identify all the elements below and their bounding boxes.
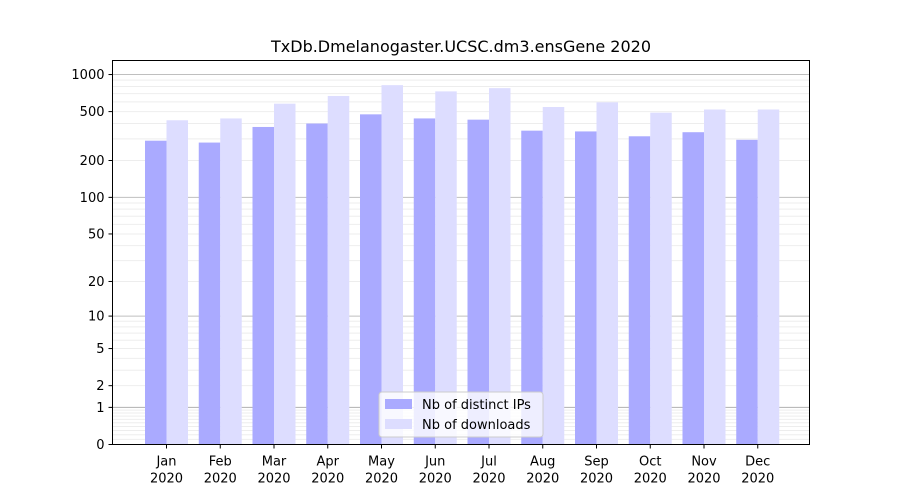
legend-swatch bbox=[385, 419, 412, 429]
bars bbox=[145, 85, 780, 445]
x-tick-label-year: 2020 bbox=[257, 472, 290, 487]
y-tick-label: 5 bbox=[96, 342, 104, 357]
y-axis: 0 1 2 5 10 20 50 100 200 500 1000 bbox=[71, 68, 113, 453]
x-tick-label-month: Jul bbox=[480, 455, 497, 470]
bar-distinct-ips-jan bbox=[145, 140, 167, 445]
bar-distinct-ips-apr bbox=[306, 123, 328, 445]
bar-downloads-jan bbox=[166, 120, 188, 445]
bar-downloads-sep bbox=[596, 102, 618, 445]
y-tick-label: 200 bbox=[80, 154, 105, 169]
bar-distinct-ips-feb bbox=[198, 142, 221, 445]
bar-downloads-apr bbox=[327, 95, 350, 445]
bar-downloads-dec bbox=[757, 109, 780, 445]
legend-swatch bbox=[385, 399, 412, 409]
legend-label: Nb of distinct IPs bbox=[422, 398, 531, 413]
x-tick-label-month: Jan bbox=[155, 455, 176, 470]
x-tick-label-year: 2020 bbox=[526, 472, 559, 487]
x-tick-label-year: 2020 bbox=[580, 472, 613, 487]
bar-distinct-ips-may bbox=[360, 114, 382, 445]
x-tick-label-year: 2020 bbox=[741, 472, 774, 487]
x-tick-label-year: 2020 bbox=[634, 472, 667, 487]
y-tick-label: 1000 bbox=[71, 68, 104, 83]
x-tick-label-month: Mar bbox=[262, 455, 287, 470]
x-tick-label-month: Sep bbox=[584, 455, 609, 470]
x-tick-label-month: Nov bbox=[691, 455, 717, 470]
x-tick-label-year: 2020 bbox=[472, 472, 505, 487]
bar-downloads-nov bbox=[704, 109, 726, 445]
bar-downloads-mar bbox=[274, 103, 296, 445]
bar-downloads-may bbox=[381, 85, 403, 445]
y-tick-label: 500 bbox=[80, 105, 105, 120]
x-tick-label-month: Aug bbox=[530, 455, 555, 470]
x-tick-label-year: 2020 bbox=[311, 472, 344, 487]
y-tick-label: 1 bbox=[96, 401, 104, 416]
legend: Nb of distinct IPs Nb of downloads bbox=[378, 391, 544, 438]
bar-distinct-ips-dec bbox=[736, 139, 758, 445]
y-tick-label: 10 bbox=[88, 310, 105, 325]
x-tick-label-year: 2020 bbox=[204, 472, 237, 487]
y-tick-label: 50 bbox=[88, 227, 105, 242]
x-tick-label-month: Jun bbox=[424, 455, 445, 470]
x-tick-label-year: 2020 bbox=[419, 472, 452, 487]
bar-distinct-ips-sep bbox=[575, 131, 597, 445]
x-tick-label-month: Feb bbox=[209, 455, 232, 470]
bar-downloads-feb bbox=[220, 118, 242, 445]
y-tick-label: 0 bbox=[96, 438, 104, 453]
x-tick-label-month: Dec bbox=[745, 455, 770, 470]
y-tick-label: 2 bbox=[96, 379, 104, 394]
bar-downloads-jun bbox=[435, 91, 457, 445]
bar-downloads-jul bbox=[489, 88, 511, 445]
y-tick-label: 20 bbox=[88, 275, 105, 290]
bar-distinct-ips-mar bbox=[252, 126, 274, 445]
bar-distinct-ips-jun bbox=[413, 118, 436, 445]
legend-label: Nb of downloads bbox=[422, 418, 531, 433]
y-tick-label: 100 bbox=[80, 191, 105, 206]
x-tick-label-month: Apr bbox=[317, 455, 340, 470]
bar-distinct-ips-jul bbox=[467, 119, 489, 445]
x-tick-label-year: 2020 bbox=[365, 472, 398, 487]
bar-distinct-ips-nov bbox=[682, 132, 704, 445]
x-tick-label-year: 2020 bbox=[150, 472, 183, 487]
bar-downloads-oct bbox=[650, 112, 672, 445]
bar-downloads-aug bbox=[542, 106, 565, 445]
bar-distinct-ips-oct bbox=[628, 136, 651, 445]
x-axis: Jan 2020 Feb 2020 Mar 2020 Apr 2020 May 2020 Jun 20… bbox=[150, 444, 774, 487]
legend-box bbox=[378, 391, 544, 438]
chart-title: TxDb.Dmelanogaster.UCSC.dm3.ensGene 2020 bbox=[270, 37, 651, 56]
plot-frame bbox=[112, 60, 810, 445]
x-tick-label-year: 2020 bbox=[687, 472, 720, 487]
x-tick-label-month: Oct bbox=[639, 455, 661, 470]
bar-distinct-ips-aug bbox=[521, 130, 543, 445]
x-tick-label-month: May bbox=[368, 455, 395, 470]
